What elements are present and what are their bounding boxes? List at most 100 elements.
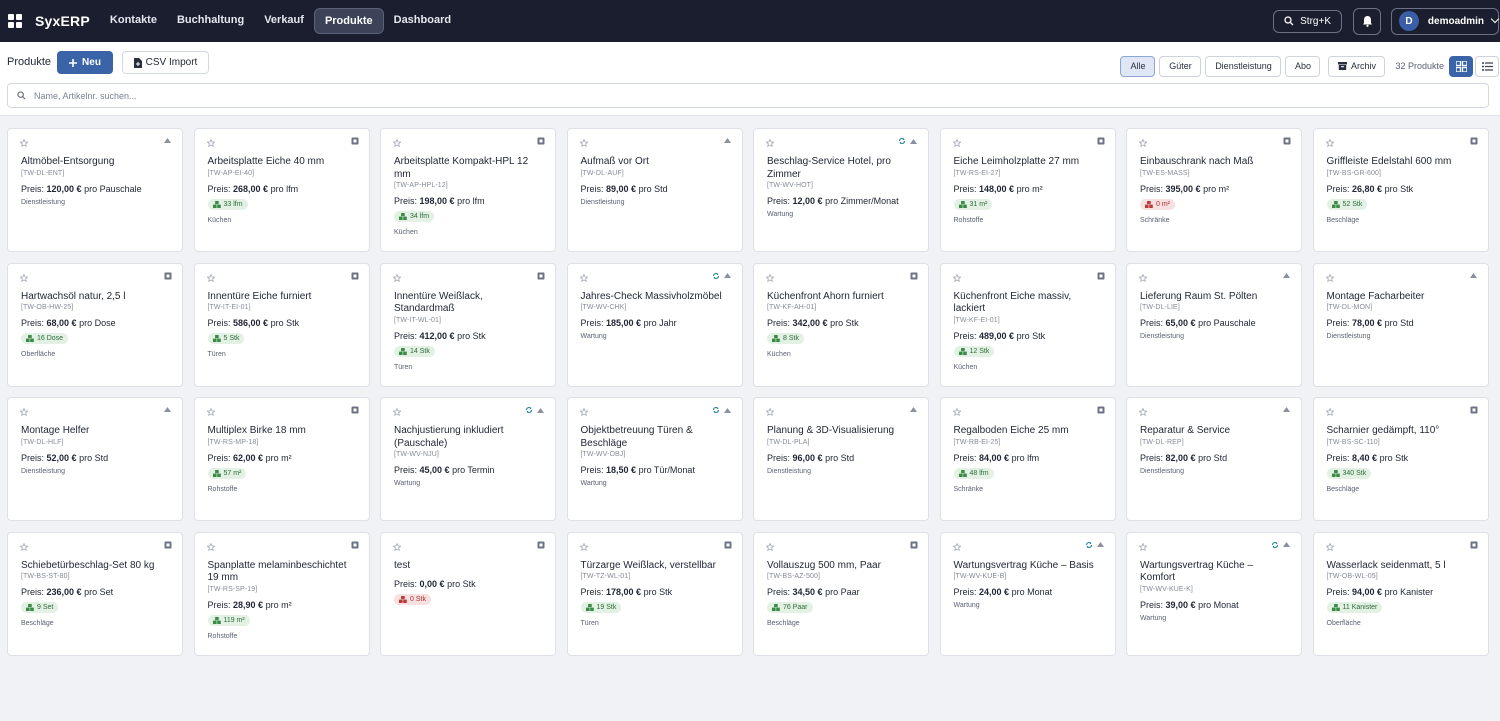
apps-grid-icon[interactable] (8, 14, 22, 28)
product-name[interactable]: Arbeitsplatte Kompakt-HPL 12 mm (394, 156, 529, 180)
list-view-button[interactable] (1475, 55, 1499, 77)
product-card[interactable]: Griffleiste Edelstahl 600 mm [TW-BS-GR-60… (1312, 128, 1489, 252)
product-card[interactable]: Lieferung Raum St. Pölten [TW-DL-LIE] Prei… (1126, 262, 1302, 387)
product-name[interactable]: Nachjustierung inkludiert (Pauschale) (394, 425, 504, 449)
favorite-star-icon[interactable] (1325, 408, 1334, 416)
product-name[interactable]: Objektbetreuung Türen & Beschläge (580, 425, 693, 449)
product-name[interactable]: Multiplex Birke 18 mm (207, 425, 306, 436)
nav-item-kontakte[interactable]: Kontakte (109, 14, 157, 26)
favorite-star-icon[interactable] (579, 408, 588, 416)
favorite-star-icon[interactable] (579, 273, 588, 282)
product-card[interactable]: Jahres-Check Massivholzmöbel [TW-WV-CHK] P… (566, 262, 743, 387)
favorite-star-icon[interactable] (1325, 139, 1334, 147)
favorite-star-icon[interactable] (206, 408, 215, 416)
product-name[interactable]: Scharnier gedämpft, 110° (1326, 425, 1440, 436)
product-name[interactable]: Montage Helfer (21, 425, 90, 436)
favorite-star-icon[interactable] (20, 139, 28, 147)
product-name[interactable]: Lieferung Raum St. Pölten (1140, 290, 1258, 302)
product-card[interactable]: Innentüre Weißlack, Standardmaß [TW-IT-WL… (380, 262, 556, 387)
product-card[interactable]: Scharnier gedämpft, 110° [TW-BS-SC-110] Pr… (1312, 397, 1489, 521)
favorite-star-icon[interactable] (20, 542, 28, 551)
favorite-star-icon[interactable] (579, 139, 588, 147)
favorite-star-icon[interactable] (952, 139, 961, 147)
product-card[interactable]: Küchenfront Eiche massiv, lackiert [TW-KF… (939, 262, 1116, 387)
product-name[interactable]: Küchenfront Eiche massiv, lackiert (953, 290, 1072, 315)
grid-view-button[interactable] (1449, 55, 1473, 77)
product-card[interactable]: Arbeitsplatte Kompakt-HPL 12 mm [TW-AP-HP… (380, 128, 556, 252)
favorite-star-icon[interactable] (952, 273, 961, 282)
nav-item-produkte[interactable]: Produkte (313, 8, 384, 34)
nav-item-buchhaltung[interactable]: Buchhaltung (176, 14, 245, 26)
product-name[interactable]: Innentüre Eiche furniert (207, 290, 312, 302)
favorite-star-icon[interactable] (1325, 273, 1334, 282)
favorite-star-icon[interactable] (579, 542, 588, 551)
favorite-star-icon[interactable] (20, 273, 28, 282)
product-card[interactable]: Hartwachsöl natur, 2,5 l [TW-OB-HW-25] Pre… (7, 262, 183, 387)
product-card[interactable]: Wartungsvertrag Küche – Komfort [TW-WV-KU… (1126, 531, 1302, 656)
product-card[interactable]: Türzarge Weißlack, verstellbar [TW-TZ-WL-… (566, 531, 743, 656)
favorite-star-icon[interactable] (766, 408, 774, 416)
favorite-star-icon[interactable] (20, 408, 28, 416)
app-brand[interactable]: SyxERP (35, 13, 90, 29)
product-card[interactable]: Reparatur & Service [TW-DL-REP] Preis: 82,… (1126, 397, 1302, 521)
product-name[interactable]: Eiche Leimholzplatte 27 mm (953, 156, 1080, 167)
favorite-star-icon[interactable] (766, 139, 774, 147)
product-name[interactable]: Altmöbel-Entsorgung (21, 156, 115, 167)
filter-alle[interactable]: Alle (1120, 55, 1156, 77)
csv-import-button[interactable]: CSV Import (122, 51, 209, 74)
product-name[interactable]: Vollauszug 500 mm, Paar (767, 559, 881, 571)
product-name[interactable]: Schiebetürbeschlag-Set 80 kg (21, 559, 155, 571)
product-card[interactable]: Einbauschrank nach Maß [TW-ES-MASS] Preis:… (1126, 128, 1302, 252)
product-name[interactable]: Spanplatte melaminbeschichtet 19 mm (207, 559, 347, 584)
product-name[interactable]: Griffleiste Edelstahl 600 mm (1326, 156, 1452, 167)
product-card[interactable]: Spanplatte melaminbeschichtet 19 mm [TW-R… (193, 531, 370, 656)
product-card[interactable]: Küchenfront Ahorn furniert [TW-KF-AH-01] P… (753, 262, 929, 387)
product-card[interactable]: Altmöbel-Entsorgung [TW-DL-ENT] Preis: 120… (7, 128, 183, 252)
favorite-star-icon[interactable] (206, 273, 215, 282)
favorite-star-icon[interactable] (393, 273, 401, 282)
product-card[interactable]: Arbeitsplatte Eiche 40 mm [TW-AP-EI-40] Pr… (193, 128, 370, 252)
product-card[interactable]: Beschlag-Service Hotel, pro Zimmer [TW-WV… (753, 128, 929, 252)
favorite-star-icon[interactable] (1139, 273, 1147, 282)
product-name[interactable]: Beschlag-Service Hotel, pro Zimmer (767, 156, 891, 180)
notifications-button[interactable] (1353, 7, 1381, 35)
favorite-star-icon[interactable] (206, 542, 215, 551)
favorite-star-icon[interactable] (952, 408, 961, 416)
product-name[interactable]: Reparatur & Service (1140, 425, 1231, 436)
product-card[interactable]: Montage Facharbeiter [TW-DL-MON] Preis: 78… (1312, 262, 1489, 387)
filter-abo[interactable]: Abo (1285, 55, 1321, 77)
product-card[interactable]: Objektbetreuung Türen & Beschläge [TW-WV-… (566, 397, 743, 521)
favorite-star-icon[interactable] (393, 139, 401, 147)
filter-gueter[interactable]: Güter (1159, 55, 1202, 77)
user-menu-button[interactable]: D demoadmin (1391, 7, 1500, 35)
product-name[interactable]: Arbeitsplatte Eiche 40 mm (207, 156, 325, 167)
product-name[interactable]: Küchenfront Ahorn furniert (767, 290, 884, 302)
product-card[interactable]: Planung & 3D-Visualisierung [TW-DL-PLA] Pr… (753, 397, 929, 521)
favorite-star-icon[interactable] (1139, 408, 1147, 416)
product-card[interactable]: Multiplex Birke 18 mm [TW-RS-MP-18] Preis:… (193, 397, 370, 521)
product-card[interactable]: Wasserlack seidenmatt, 5 l [TW-OB-WL-05] P… (1312, 531, 1489, 656)
product-card[interactable]: Eiche Leimholzplatte 27 mm [TW-RS-EI-27] P… (939, 128, 1116, 252)
favorite-star-icon[interactable] (393, 408, 401, 416)
product-card[interactable]: Montage Helfer [TW-DL-HLF] Preis: 52,00 € … (7, 397, 183, 521)
favorite-star-icon[interactable] (1325, 542, 1334, 551)
product-name[interactable]: Hartwachsöl natur, 2,5 l (21, 290, 126, 302)
product-name[interactable]: Türzarge Weißlack, verstellbar (580, 559, 716, 571)
product-card[interactable]: test Preis: 0,00 € pro Stk 0 Stk (380, 531, 556, 656)
product-name[interactable]: Regalboden Eiche 25 mm (953, 425, 1069, 436)
product-card[interactable]: Nachjustierung inkludiert (Pauschale) [TW… (380, 397, 556, 521)
favorite-star-icon[interactable] (766, 273, 774, 282)
product-name[interactable]: Innentüre Weißlack, Standardmaß (394, 290, 483, 315)
product-name[interactable]: Planung & 3D-Visualisierung (767, 425, 895, 436)
product-name[interactable]: Aufmaß vor Ort (580, 156, 649, 167)
product-card[interactable]: Aufmaß vor Ort [TW-DL-AUF] Preis: 89,00 € … (566, 128, 743, 252)
new-product-button[interactable]: Neu (57, 51, 113, 74)
archive-button[interactable]: Archiv (1328, 55, 1386, 77)
nav-item-verkauf[interactable]: Verkauf (264, 14, 304, 26)
product-name[interactable]: Wartungsvertrag Küche – Komfort (1140, 559, 1254, 584)
global-search-button[interactable]: Strg+K (1273, 9, 1342, 33)
favorite-star-icon[interactable] (393, 542, 401, 551)
favorite-star-icon[interactable] (766, 542, 774, 551)
product-name[interactable]: Jahres-Check Massivholzmöbel (580, 290, 722, 302)
favorite-star-icon[interactable] (952, 542, 961, 551)
